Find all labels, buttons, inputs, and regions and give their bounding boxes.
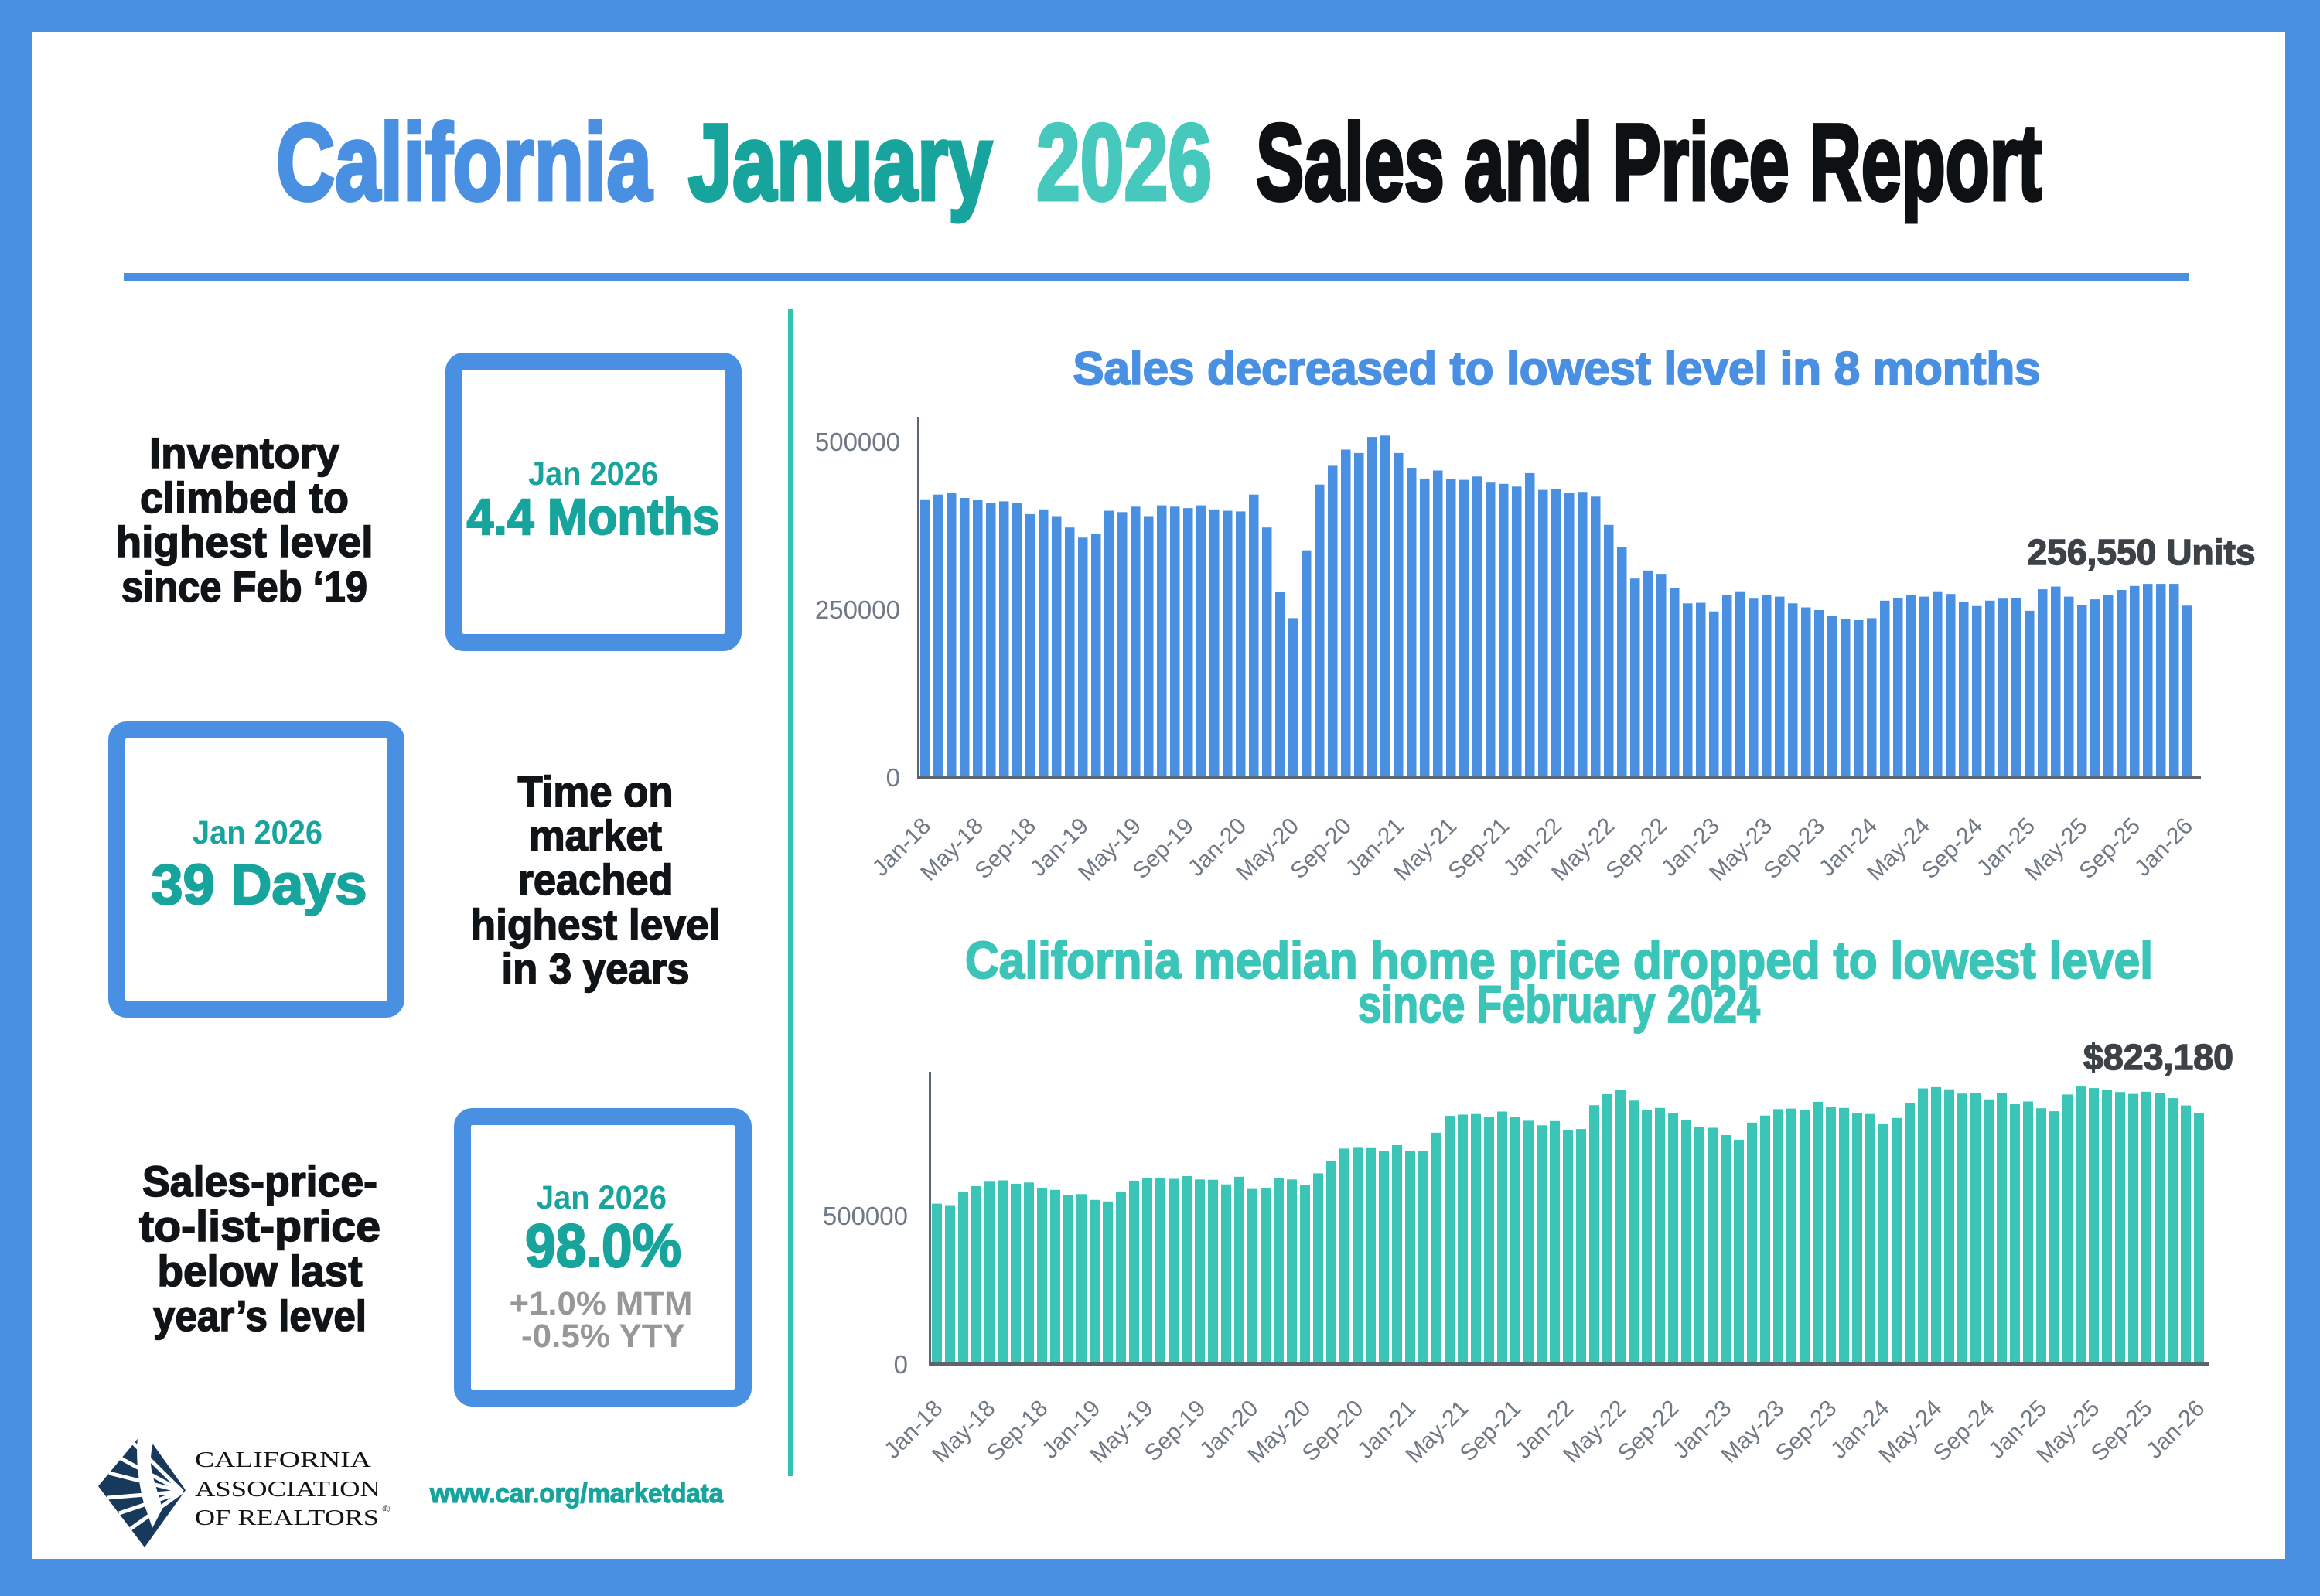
svg-text:39 Days: 39 Days xyxy=(152,854,367,916)
svg-text:reached: reached xyxy=(518,855,674,904)
svg-text:98.0%: 98.0% xyxy=(525,1211,681,1280)
svg-text:$823,180: $823,180 xyxy=(2083,1037,2233,1077)
svg-text:500000: 500000 xyxy=(823,1202,908,1230)
svg-text:500000: 500000 xyxy=(815,428,900,456)
svg-text:since February 2024: since February 2024 xyxy=(1358,975,1760,1034)
svg-text:Sales-price-: Sales-price- xyxy=(142,1157,377,1206)
svg-text:250000: 250000 xyxy=(815,595,900,624)
svg-text:Inventory: Inventory xyxy=(149,428,339,477)
svg-text:Jan 2026: Jan 2026 xyxy=(537,1179,667,1216)
svg-text:256,550 Units: 256,550 Units xyxy=(2028,532,2256,572)
svg-text:highest level: highest level xyxy=(116,517,374,566)
svg-text:2026: 2026 xyxy=(1036,101,1212,223)
svg-text:Time on: Time on xyxy=(518,767,674,816)
svg-text:highest level: highest level xyxy=(471,900,721,949)
svg-text:4.4 Months: 4.4 Months xyxy=(467,488,720,545)
svg-text:ASSOCIATION: ASSOCIATION xyxy=(195,1478,380,1502)
svg-text:to-list-price: to-list-price xyxy=(139,1202,380,1250)
svg-text:Jan 2026: Jan 2026 xyxy=(528,455,658,493)
svg-text:www.car.org/marketdata: www.car.org/marketdata xyxy=(429,1478,723,1509)
svg-text:Sales decreased to lowest leve: Sales decreased to lowest level in 8 mon… xyxy=(1073,343,2041,394)
svg-text:climbed to: climbed to xyxy=(140,473,349,522)
svg-text:in 3 years: in 3 years xyxy=(502,944,690,993)
svg-text:+1.0% MTM: +1.0% MTM xyxy=(510,1285,693,1322)
svg-text:year’s level: year’s level xyxy=(153,1291,367,1340)
svg-text:Sales and Price Report: Sales and Price Report xyxy=(1256,101,2042,223)
svg-text:Jan 2026: Jan 2026 xyxy=(193,814,322,851)
svg-text:since Feb ‘19: since Feb ‘19 xyxy=(121,562,367,611)
svg-text:0: 0 xyxy=(886,763,900,792)
svg-text:-0.5% YTY: -0.5% YTY xyxy=(521,1318,685,1355)
svg-text:0: 0 xyxy=(894,1350,908,1379)
svg-text:OF REALTORS: OF REALTORS xyxy=(195,1506,379,1530)
svg-text:California median home price d: California median home price dropped to … xyxy=(965,931,2153,990)
svg-text:CALIFORNIA: CALIFORNIA xyxy=(195,1448,372,1472)
svg-text:California: California xyxy=(276,101,653,223)
svg-text:January: January xyxy=(688,101,992,223)
svg-text:below last: below last xyxy=(158,1246,363,1295)
svg-text:®: ® xyxy=(382,1504,391,1516)
svg-text:market: market xyxy=(529,811,662,860)
